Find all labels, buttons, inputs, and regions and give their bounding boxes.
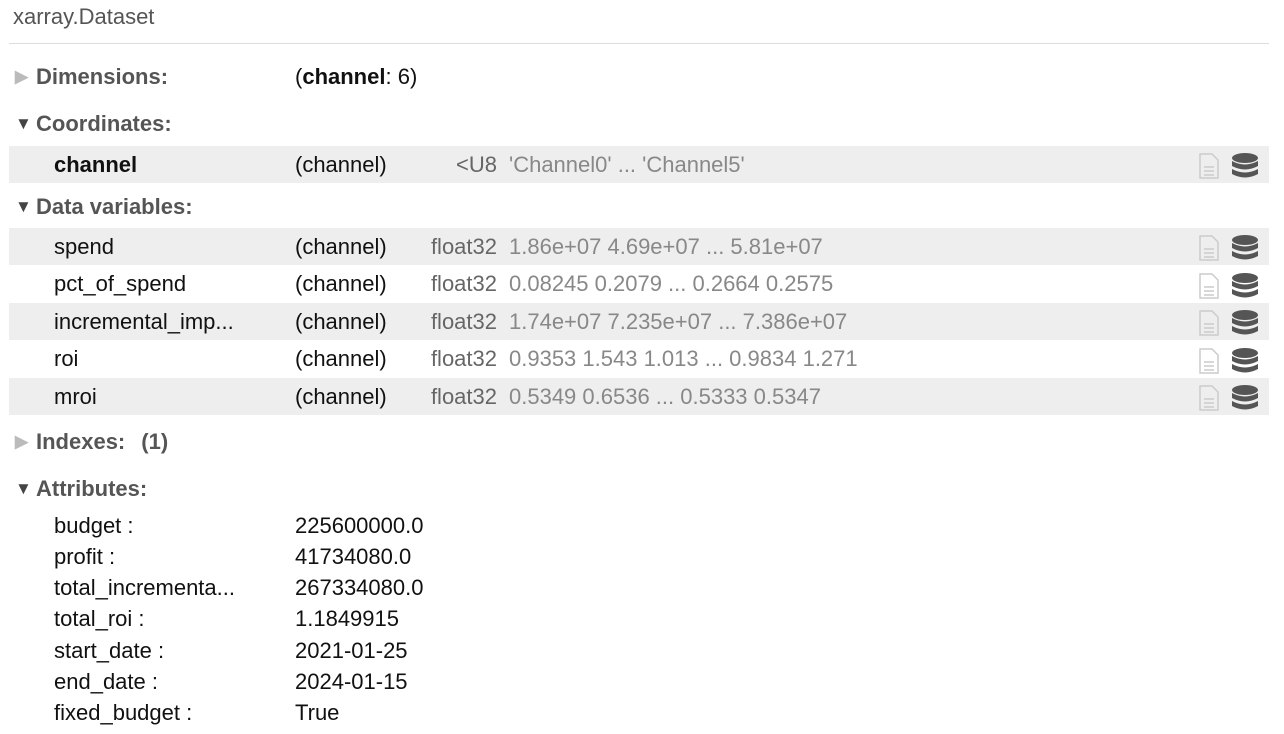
file-icon[interactable]	[1198, 153, 1220, 185]
var-preview[interactable]: 'Channel0' ... 'Channel5'	[509, 151, 745, 177]
attr-key: start_date :	[54, 637, 165, 663]
file-icon[interactable]	[1198, 385, 1220, 417]
attr-value: 2021-01-25	[295, 637, 408, 663]
var-name: pct_of_spend	[54, 271, 187, 297]
var-preview[interactable]: 0.08245 0.2079 ... 0.2664 0.2575	[509, 271, 834, 297]
attr-key: total_incrementa...	[54, 575, 235, 601]
var-preview[interactable]: 1.74e+07 7.235e+07 ... 7.386e+07	[509, 308, 848, 334]
attribute-row: total_incrementa... 267334080.0	[54, 573, 423, 604]
attribute-row: fixed_budget : True	[54, 698, 339, 729]
section-coordinates[interactable]: ▼ Coordinates:	[15, 111, 172, 137]
var-preview[interactable]: 0.5349 0.6536 ... 0.5333 0.5347	[509, 383, 821, 409]
var-name: mroi	[54, 383, 97, 409]
var-dtype: <U8	[456, 151, 497, 177]
section-label: Coordinates:	[36, 111, 172, 136]
section-label: Indexes:	[36, 429, 126, 454]
attribute-row: start_date : 2021-01-25	[54, 635, 408, 666]
attr-key: fixed_budget :	[54, 700, 193, 726]
dataset-title: xarray.Dataset	[13, 4, 155, 29]
attr-value: 225600000.0	[295, 512, 424, 538]
data-var-row: pct_of_spend (channel) float32 0.08245 0…	[9, 266, 1269, 303]
file-icon[interactable]	[1198, 235, 1220, 267]
var-dims: (channel)	[295, 233, 387, 259]
section-attributes[interactable]: ▼ Attributes:	[15, 476, 147, 502]
expand-triangle-icon[interactable]: ▶	[15, 432, 29, 451]
section-label: Data variables:	[36, 194, 193, 219]
attr-value: 1.1849915	[295, 606, 399, 632]
var-dims: (channel)	[295, 151, 387, 177]
attr-value: 41734080.0	[295, 543, 412, 569]
section-label: Dimensions:	[36, 64, 169, 89]
database-icon[interactable]	[1232, 347, 1258, 380]
var-dims: (channel)	[295, 271, 387, 297]
file-icon[interactable]	[1198, 348, 1220, 380]
dimensions-value: (channel: 6)	[295, 64, 418, 89]
data-var-row: incremental_imp... (channel) float32 1.7…	[9, 303, 1269, 342]
attr-value: 2024-01-15	[295, 669, 408, 694]
var-name: incremental_imp...	[54, 308, 234, 334]
var-dims: (channel)	[295, 308, 387, 334]
var-dtype: float32	[430, 308, 497, 334]
dim-size: : 6	[385, 64, 410, 89]
var-name: roi	[54, 346, 79, 372]
attribute-row: profit : 41734080.0	[54, 541, 411, 572]
attr-key: profit :	[54, 543, 116, 569]
database-icon[interactable]	[1232, 385, 1258, 417]
var-dims: (channel)	[295, 383, 387, 409]
var-preview[interactable]: 0.9353 1.543 1.013 ... 0.9834 1.271	[509, 346, 858, 372]
expand-triangle-icon[interactable]: ▶	[15, 67, 29, 86]
var-dtype: float32	[430, 271, 497, 297]
collapse-triangle-icon[interactable]: ▼	[15, 114, 32, 133]
var-dims: (channel)	[295, 346, 387, 372]
collapse-triangle-icon[interactable]: ▼	[15, 197, 32, 216]
attr-key: budget :	[54, 512, 134, 538]
var-preview[interactable]: 1.86e+07 4.69e+07 ... 5.81e+07	[509, 233, 823, 259]
collapse-triangle-icon[interactable]: ▼	[15, 479, 32, 498]
section-label: Attributes:	[36, 476, 148, 501]
indexes-count: (1)	[141, 429, 169, 454]
divider	[9, 43, 1269, 44]
dim-name: channel	[302, 64, 386, 89]
attr-key: total_roi :	[54, 606, 145, 632]
file-icon[interactable]	[1198, 310, 1220, 342]
attribute-row: total_roi : 1.1849915	[54, 604, 399, 635]
attribute-row: budget : 225600000.0	[54, 510, 423, 541]
var-dtype: float32	[430, 346, 497, 372]
section-data-variables[interactable]: ▼ Data variables:	[15, 194, 193, 220]
coord-row-channel: channel (channel) <U8 'Channel0' ... 'Ch…	[9, 146, 1269, 183]
var-dtype: float32	[430, 233, 497, 259]
section-dimensions[interactable]: ▶ Dimensions: (channel: 6)	[15, 64, 417, 90]
section-indexes[interactable]: ▶ Indexes: (1)	[15, 429, 168, 455]
database-icon[interactable]	[1232, 272, 1258, 305]
var-name: spend	[54, 233, 114, 259]
attribute-row: end_date : 2024-01-15	[54, 667, 408, 698]
database-icon[interactable]	[1232, 310, 1258, 342]
data-var-row: roi (channel) float32 0.9353 1.543 1.013…	[9, 341, 1269, 378]
data-var-row: spend (channel) float32 1.86e+07 4.69e+0…	[9, 228, 1269, 265]
attr-value: True	[295, 700, 340, 726]
attr-key: end_date :	[54, 669, 158, 694]
database-icon[interactable]	[1232, 235, 1258, 267]
database-icon[interactable]	[1232, 153, 1258, 185]
data-var-row: mroi (channel) float32 0.5349 0.6536 ...…	[9, 378, 1269, 417]
attr-value: 267334080.0	[295, 575, 424, 601]
var-dtype: float32	[430, 383, 497, 409]
var-name: channel	[54, 151, 138, 177]
file-icon[interactable]	[1198, 272, 1220, 305]
